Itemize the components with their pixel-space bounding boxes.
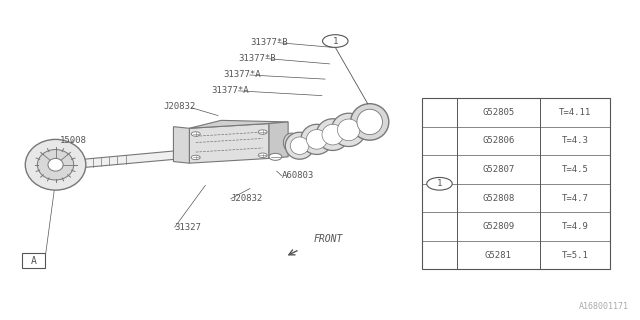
Ellipse shape bbox=[301, 124, 333, 155]
Text: 31327: 31327 bbox=[175, 223, 202, 232]
Text: G52808: G52808 bbox=[483, 194, 515, 203]
Ellipse shape bbox=[48, 158, 63, 171]
Ellipse shape bbox=[322, 124, 344, 145]
Polygon shape bbox=[269, 122, 288, 158]
Polygon shape bbox=[189, 124, 269, 163]
Circle shape bbox=[323, 35, 348, 47]
Text: T=4.3: T=4.3 bbox=[561, 136, 588, 146]
Text: G5281: G5281 bbox=[485, 251, 512, 260]
Text: 15008: 15008 bbox=[60, 136, 87, 145]
Polygon shape bbox=[68, 142, 266, 169]
Text: J20832: J20832 bbox=[231, 194, 263, 203]
Text: J20832: J20832 bbox=[164, 101, 196, 111]
Text: A60803: A60803 bbox=[282, 172, 314, 180]
Ellipse shape bbox=[269, 153, 282, 160]
Ellipse shape bbox=[316, 119, 349, 150]
Bar bbox=[22, 253, 45, 268]
Text: 31377*A: 31377*A bbox=[223, 70, 260, 79]
Ellipse shape bbox=[191, 132, 200, 136]
Text: FRONT: FRONT bbox=[314, 234, 343, 244]
Ellipse shape bbox=[258, 130, 267, 134]
Text: A: A bbox=[31, 256, 36, 266]
Ellipse shape bbox=[332, 113, 366, 147]
Text: T=4.5: T=4.5 bbox=[561, 165, 588, 174]
Text: G52805: G52805 bbox=[483, 108, 515, 117]
Text: 31377*A: 31377*A bbox=[212, 86, 250, 95]
Text: T=5.1: T=5.1 bbox=[561, 251, 588, 260]
Text: 1: 1 bbox=[436, 179, 442, 188]
Text: G52806: G52806 bbox=[483, 136, 515, 146]
Circle shape bbox=[427, 178, 452, 190]
Polygon shape bbox=[173, 127, 189, 163]
Ellipse shape bbox=[357, 109, 383, 135]
Ellipse shape bbox=[351, 104, 389, 140]
Text: 31377*B: 31377*B bbox=[239, 54, 276, 63]
Bar bbox=[422, 98, 610, 269]
Polygon shape bbox=[189, 120, 288, 128]
Text: 31377*B: 31377*B bbox=[250, 38, 287, 47]
Text: T=4.7: T=4.7 bbox=[561, 194, 588, 203]
Text: T=4.11: T=4.11 bbox=[559, 108, 591, 117]
Ellipse shape bbox=[26, 140, 86, 190]
Text: T=4.9: T=4.9 bbox=[561, 222, 588, 231]
Text: 1: 1 bbox=[333, 36, 338, 45]
Text: A168001171: A168001171 bbox=[579, 302, 629, 311]
Text: G52809: G52809 bbox=[483, 222, 515, 231]
Text: G52807: G52807 bbox=[483, 165, 515, 174]
Ellipse shape bbox=[337, 119, 360, 141]
Ellipse shape bbox=[284, 133, 300, 152]
Ellipse shape bbox=[307, 130, 327, 149]
Ellipse shape bbox=[191, 155, 200, 160]
Ellipse shape bbox=[285, 132, 314, 159]
Ellipse shape bbox=[258, 153, 267, 157]
Ellipse shape bbox=[37, 149, 74, 180]
Ellipse shape bbox=[291, 137, 309, 155]
